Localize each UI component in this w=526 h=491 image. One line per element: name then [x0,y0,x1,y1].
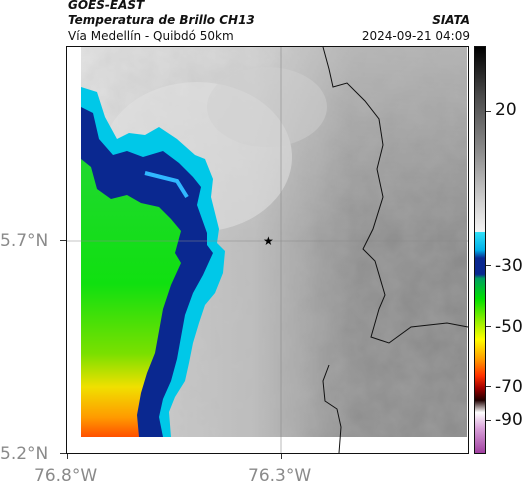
source-label: SIATA [432,13,470,27]
product-title: Temperatura de Brillo CH13 [68,13,255,27]
colorbar-tick-20: 20 [495,100,517,120]
satellite-label: GOES-EAST [68,0,145,12]
map-image: ★ [67,47,468,453]
colorbar [474,46,486,454]
colorbar-tick-minus70: -70 [495,377,523,397]
star-marker-icon: ★ [263,234,274,248]
satellite-map: ★ [66,46,469,454]
x-tick-76-8: 76.8°W [34,466,98,486]
colorbar-tick-minus90: -90 [495,410,523,430]
datetime-label: 2024-09-21 04:09 [361,29,470,43]
colorbar-tick-minus50: -50 [495,317,523,337]
cold-cloud-core [81,159,181,437]
department-border-south [322,364,342,453]
y-tick-5-7: 5.7°N [0,231,49,251]
y-tick-5-2: 5.2°N [0,444,49,464]
department-border [322,47,468,344]
region-label: Vía Medellín - Quibdó 50km [68,29,234,43]
x-tick-76-3: 76.3°W [248,466,312,486]
colorbar-tick-minus30: -30 [495,256,523,276]
